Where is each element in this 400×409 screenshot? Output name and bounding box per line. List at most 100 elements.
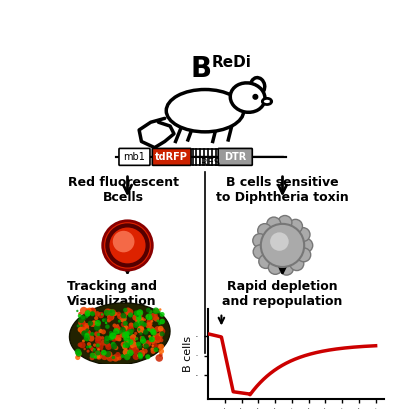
Circle shape xyxy=(114,312,118,316)
Circle shape xyxy=(88,308,92,311)
Circle shape xyxy=(111,342,116,347)
Circle shape xyxy=(144,343,147,346)
FancyBboxPatch shape xyxy=(218,148,252,165)
Circle shape xyxy=(152,344,154,347)
Circle shape xyxy=(159,319,165,324)
Circle shape xyxy=(125,343,130,348)
Circle shape xyxy=(155,309,159,312)
Circle shape xyxy=(82,339,85,342)
Circle shape xyxy=(128,312,133,317)
Circle shape xyxy=(253,234,267,247)
Circle shape xyxy=(109,331,114,337)
Circle shape xyxy=(128,346,136,354)
Circle shape xyxy=(123,337,126,340)
Circle shape xyxy=(159,332,163,336)
Circle shape xyxy=(108,309,116,316)
Circle shape xyxy=(145,340,151,347)
Circle shape xyxy=(95,322,100,328)
Circle shape xyxy=(104,339,110,344)
Circle shape xyxy=(78,319,86,327)
Circle shape xyxy=(152,308,159,314)
Circle shape xyxy=(85,308,92,314)
Circle shape xyxy=(114,346,118,350)
Circle shape xyxy=(122,330,126,333)
Circle shape xyxy=(297,248,311,262)
Circle shape xyxy=(138,354,143,358)
Circle shape xyxy=(104,310,110,316)
Circle shape xyxy=(154,314,158,317)
Circle shape xyxy=(149,310,152,313)
Circle shape xyxy=(138,315,141,318)
Circle shape xyxy=(123,349,129,356)
Circle shape xyxy=(140,336,143,339)
Circle shape xyxy=(84,335,90,342)
Circle shape xyxy=(267,217,281,231)
Circle shape xyxy=(127,350,134,356)
Circle shape xyxy=(132,347,139,354)
Circle shape xyxy=(154,335,160,341)
Circle shape xyxy=(123,338,127,342)
Circle shape xyxy=(80,307,88,315)
Circle shape xyxy=(109,309,116,316)
Circle shape xyxy=(124,335,130,341)
Circle shape xyxy=(151,349,156,354)
Circle shape xyxy=(138,355,143,360)
Circle shape xyxy=(159,338,164,342)
Circle shape xyxy=(95,335,102,342)
Circle shape xyxy=(118,354,122,358)
Circle shape xyxy=(125,353,130,359)
Circle shape xyxy=(85,312,90,317)
Circle shape xyxy=(87,342,91,346)
Circle shape xyxy=(154,326,160,332)
Circle shape xyxy=(152,328,155,330)
Circle shape xyxy=(109,331,112,334)
Circle shape xyxy=(94,355,97,359)
Circle shape xyxy=(121,321,127,328)
Circle shape xyxy=(124,325,128,330)
Circle shape xyxy=(122,344,128,350)
Circle shape xyxy=(261,224,304,267)
Circle shape xyxy=(94,311,100,317)
Circle shape xyxy=(148,335,151,338)
Circle shape xyxy=(151,330,157,336)
Circle shape xyxy=(148,321,152,326)
Circle shape xyxy=(111,344,117,350)
Circle shape xyxy=(117,313,123,319)
Circle shape xyxy=(135,319,141,324)
Circle shape xyxy=(126,308,133,316)
Circle shape xyxy=(97,333,100,336)
Circle shape xyxy=(133,353,139,360)
Circle shape xyxy=(158,322,161,325)
Circle shape xyxy=(145,322,152,328)
Circle shape xyxy=(85,309,91,315)
Circle shape xyxy=(143,329,148,335)
Circle shape xyxy=(115,335,121,341)
Circle shape xyxy=(118,337,122,342)
Circle shape xyxy=(146,308,151,312)
Circle shape xyxy=(116,326,120,330)
Circle shape xyxy=(138,323,141,326)
Circle shape xyxy=(140,338,144,342)
Circle shape xyxy=(148,310,153,314)
Circle shape xyxy=(83,318,86,320)
Circle shape xyxy=(124,316,126,319)
Circle shape xyxy=(159,328,165,335)
Circle shape xyxy=(106,351,112,358)
Circle shape xyxy=(106,313,109,316)
Circle shape xyxy=(259,254,273,268)
Circle shape xyxy=(78,352,80,355)
Circle shape xyxy=(86,350,90,353)
Circle shape xyxy=(146,314,152,320)
Circle shape xyxy=(114,326,118,330)
Circle shape xyxy=(136,321,141,326)
Circle shape xyxy=(84,333,90,338)
Circle shape xyxy=(78,312,82,316)
Circle shape xyxy=(160,312,165,317)
Circle shape xyxy=(130,341,137,348)
Circle shape xyxy=(107,313,114,321)
Circle shape xyxy=(107,355,114,362)
Circle shape xyxy=(126,335,130,338)
Circle shape xyxy=(268,261,282,274)
Y-axis label: B cells: B cells xyxy=(183,336,193,372)
Circle shape xyxy=(76,351,82,357)
